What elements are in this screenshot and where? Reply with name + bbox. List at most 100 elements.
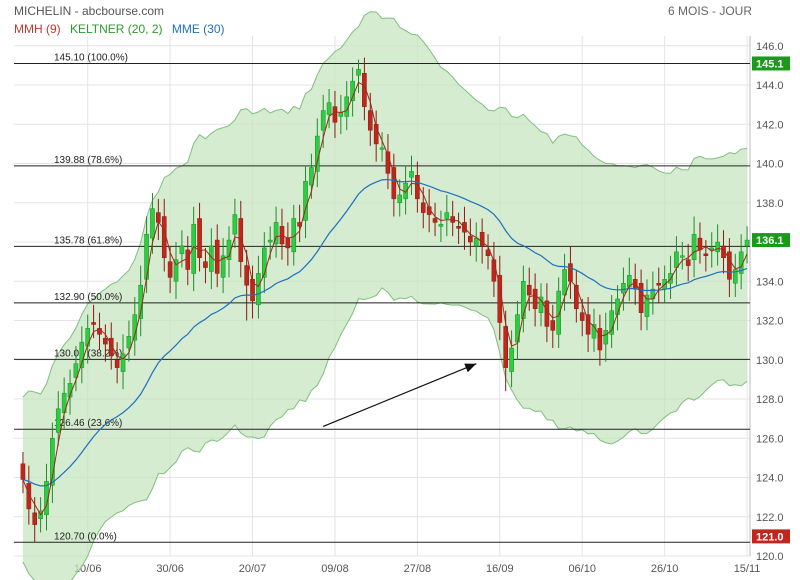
candle-body <box>456 226 461 229</box>
candle-body <box>126 335 132 349</box>
candle-body <box>267 239 273 243</box>
x-tick-label: 26/10 <box>651 563 679 575</box>
candle-body <box>144 233 149 280</box>
candle-body <box>150 208 155 239</box>
candle-body <box>256 273 261 306</box>
fib-label: 145.10 (100.0%) <box>54 52 128 63</box>
candle-body <box>521 281 526 319</box>
candle-body <box>173 259 179 282</box>
indicator-legend: MMH (9) KELTNER (20, 2) MME (30) <box>14 22 231 36</box>
y-tick-label: 126.0 <box>756 433 784 445</box>
x-tick-label: 16/09 <box>486 563 514 575</box>
candle-body <box>709 247 715 251</box>
candle-body <box>503 326 508 368</box>
candle-body <box>262 247 267 278</box>
candle-body <box>556 290 561 335</box>
candle-body <box>715 241 720 253</box>
price-marker-label: 136.1 <box>756 235 784 247</box>
candle-body <box>179 245 185 255</box>
candle-body <box>420 202 426 213</box>
legend-keltner: KELTNER (20, 2) <box>70 22 163 36</box>
candle-body <box>591 324 597 339</box>
candle-body <box>674 251 679 268</box>
price-marker-label: 145.1 <box>756 58 784 70</box>
candle-body <box>309 167 314 186</box>
candle-body <box>468 235 473 243</box>
period-label: 6 MOIS - JOUR <box>667 4 752 18</box>
price-marker-box <box>752 233 790 248</box>
candle-body <box>103 337 108 345</box>
candle-body <box>73 363 79 378</box>
candle-body <box>191 224 196 274</box>
candle-body <box>544 300 550 327</box>
y-tick-label: 144.0 <box>756 80 784 92</box>
annotation-arrow-line <box>322 363 477 428</box>
candle-body <box>79 341 85 368</box>
candle-body <box>326 102 332 115</box>
x-tick-label: 06/10 <box>568 563 596 575</box>
candle-body <box>603 330 609 345</box>
candle-body <box>609 310 614 335</box>
candle-body <box>473 237 479 247</box>
candle-body <box>26 483 32 510</box>
candle-body <box>285 237 291 249</box>
y-tick-label: 132.0 <box>756 316 784 328</box>
candle-body <box>373 124 379 145</box>
y-tick-label: 146.0 <box>756 41 784 53</box>
candle-body <box>621 282 626 294</box>
y-tick-label: 134.0 <box>756 276 784 288</box>
candle-body <box>432 218 438 223</box>
y-tick-label: 142.0 <box>756 119 784 131</box>
candle-body <box>314 135 320 172</box>
candle-body <box>120 353 126 372</box>
candle-body <box>697 237 703 251</box>
keltner-lower-line <box>22 287 748 580</box>
x-tick-label: 09/08 <box>321 563 349 575</box>
candle-body <box>197 218 202 258</box>
candle-body <box>685 259 691 266</box>
candle-body <box>356 69 361 76</box>
candle-body <box>568 263 573 282</box>
candle-body <box>332 106 338 123</box>
mmh-line <box>22 81 748 516</box>
candle-body <box>526 284 532 296</box>
candle-body <box>273 222 279 245</box>
candle-body <box>585 314 591 335</box>
chart-title: MICHELIN - abcbourse.com <box>14 4 165 18</box>
candle-body <box>232 214 238 235</box>
candle-body <box>479 231 485 247</box>
candle-body <box>656 282 662 286</box>
legend-mme: MME (30) <box>171 22 225 36</box>
candle-body <box>627 275 632 288</box>
candle-body <box>185 249 191 270</box>
candle-body <box>338 112 344 117</box>
legend-mmh: MMH (9) <box>14 22 61 36</box>
candle-body <box>367 110 373 131</box>
candle-body <box>550 320 556 331</box>
candle-body <box>108 337 114 357</box>
y-tick-label: 122.0 <box>756 512 784 524</box>
candle-body <box>727 251 732 280</box>
candle-body <box>91 322 96 325</box>
candle-body <box>732 269 738 284</box>
fib-label: 139.88 (78.6%) <box>54 155 122 166</box>
candle-body <box>574 284 579 310</box>
candle-body <box>721 245 726 258</box>
candle-body <box>691 233 697 260</box>
candle-body <box>44 481 49 516</box>
candle-body <box>579 312 585 321</box>
candle-body <box>379 147 385 150</box>
price-marker-box <box>752 529 790 544</box>
y-tick-label: 120.0 <box>756 551 784 563</box>
candle-body <box>114 359 120 368</box>
price-marker-box <box>752 56 790 71</box>
annotation-arrow-head <box>464 363 477 373</box>
candle-body <box>644 294 650 317</box>
fib-label: 120.70 (0.0%) <box>54 531 117 542</box>
y-tick-label: 140.0 <box>756 159 784 171</box>
candle-body <box>244 265 249 286</box>
candle-body <box>220 255 226 278</box>
mme-line <box>22 178 748 487</box>
candle-body <box>50 438 55 486</box>
